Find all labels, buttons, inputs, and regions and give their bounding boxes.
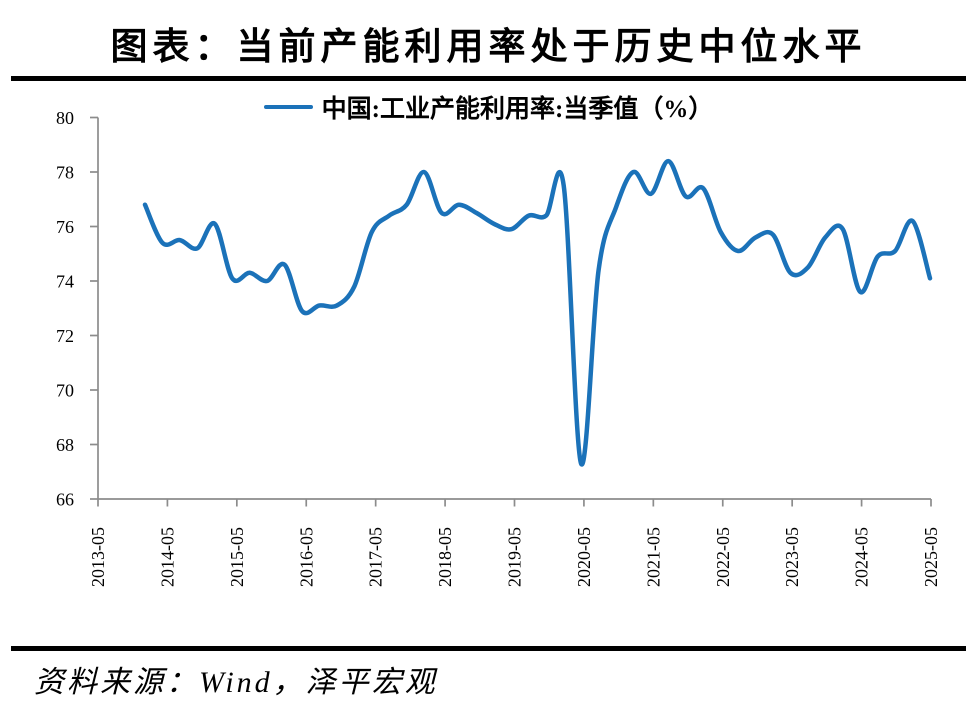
x-tick-label: 2022-05 [713, 527, 733, 587]
y-tick-label: 72 [56, 326, 74, 346]
title-divider-rule [11, 76, 966, 81]
y-tick-label: 74 [56, 271, 74, 291]
y-tick-label: 70 [56, 380, 74, 400]
y-tick-label: 80 [56, 108, 74, 128]
legend-label: 中国:工业产能利用率:当季值（%） [321, 96, 714, 123]
x-tick-label: 2016-05 [296, 527, 316, 587]
x-tick-label: 2024-05 [852, 527, 872, 587]
x-tick-label: 2019-05 [505, 527, 525, 587]
x-tick-label: 2013-05 [88, 527, 108, 587]
y-tick-label: 68 [56, 435, 74, 455]
x-tick-label: 2014-05 [157, 527, 177, 587]
source-note: 资料来源：Wind，泽平宏观 [34, 666, 438, 699]
x-tick-label: 2018-05 [435, 527, 455, 587]
y-tick-label: 78 [56, 162, 74, 182]
x-tick-label: 2021-05 [643, 527, 663, 587]
footer-divider-rule [11, 646, 966, 651]
x-tick-label: 2025-05 [921, 527, 941, 587]
series-line-capacity-utilization [142, 158, 933, 467]
y-tick-label: 76 [56, 217, 74, 237]
x-tick-label: 2017-05 [366, 527, 386, 587]
chart-title: 图表：当前产能利用率处于历史中位水平 [110, 27, 867, 68]
x-tick-label: 2020-05 [574, 527, 594, 587]
legend: 中国:工业产能利用率:当季值（%） [0, 91, 977, 123]
y-tick-label: 66 [56, 489, 74, 509]
legend-line-swatch [263, 105, 313, 109]
x-tick-label: 2023-05 [782, 527, 802, 587]
x-tick-label: 2015-05 [227, 527, 247, 587]
